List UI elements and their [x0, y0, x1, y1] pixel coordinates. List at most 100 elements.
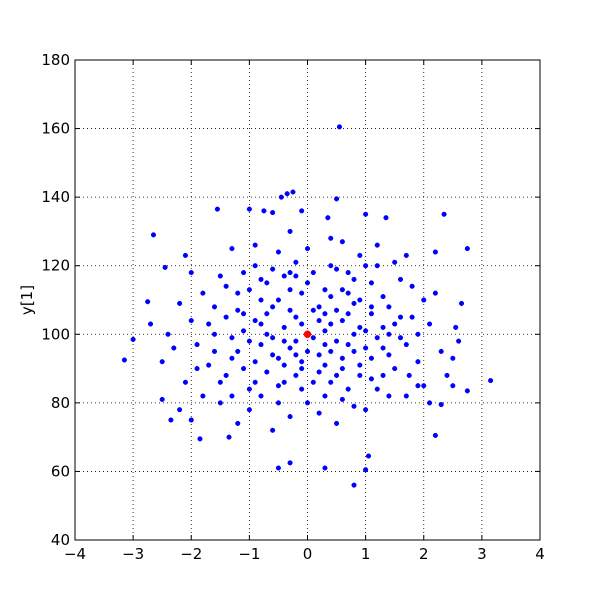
x-tick-label: −1 — [238, 545, 260, 563]
point — [322, 465, 328, 471]
point — [258, 321, 264, 327]
point — [368, 280, 374, 286]
point — [339, 287, 345, 293]
point — [334, 338, 340, 344]
point — [264, 369, 270, 375]
point — [421, 297, 427, 303]
point — [206, 362, 212, 368]
point — [334, 420, 340, 426]
point — [299, 386, 305, 392]
point — [464, 388, 470, 394]
point — [148, 321, 154, 327]
point — [432, 290, 438, 296]
point — [235, 420, 241, 426]
point — [368, 311, 374, 317]
point — [392, 321, 398, 327]
point — [290, 189, 296, 195]
point — [438, 348, 444, 354]
point — [165, 331, 171, 337]
point — [322, 393, 328, 399]
point — [270, 304, 276, 310]
point — [310, 379, 316, 385]
point — [275, 465, 281, 471]
point — [357, 372, 363, 378]
y-tick-label: 180 — [41, 51, 70, 69]
point — [270, 352, 276, 358]
point — [363, 345, 369, 351]
x-tick-label: −3 — [122, 545, 144, 563]
point — [368, 304, 374, 310]
point — [264, 280, 270, 286]
point — [252, 359, 258, 365]
point — [456, 338, 462, 344]
point — [287, 460, 293, 466]
x-tick-label: 0 — [303, 545, 313, 563]
point — [235, 307, 241, 313]
point — [464, 246, 470, 252]
point — [194, 342, 200, 348]
point — [374, 263, 380, 269]
point — [328, 348, 334, 354]
point — [397, 335, 404, 341]
point — [293, 338, 299, 344]
point — [339, 396, 345, 402]
point — [246, 338, 252, 344]
point — [368, 376, 374, 382]
point — [287, 287, 293, 293]
point — [322, 328, 328, 334]
y-tick-label: 100 — [41, 325, 70, 343]
point — [206, 321, 212, 327]
point — [241, 311, 247, 317]
point — [246, 407, 252, 413]
point — [328, 263, 334, 269]
point — [441, 211, 447, 217]
point — [235, 290, 241, 296]
point — [322, 287, 328, 293]
point — [386, 304, 392, 310]
point — [229, 246, 235, 252]
y-tick-label: 80 — [51, 394, 70, 412]
point — [334, 372, 340, 378]
point — [241, 270, 247, 276]
point — [200, 393, 206, 399]
point — [316, 304, 322, 310]
point — [284, 191, 290, 197]
point — [235, 348, 241, 354]
point — [322, 362, 328, 368]
point — [182, 252, 188, 258]
plot-frame — [74, 59, 541, 541]
point — [357, 252, 363, 258]
point — [261, 208, 267, 214]
point — [334, 266, 340, 272]
point — [397, 276, 404, 282]
point — [211, 348, 218, 354]
point — [121, 357, 127, 363]
point — [287, 345, 293, 351]
point — [450, 383, 456, 389]
point — [432, 249, 438, 255]
point — [432, 432, 438, 438]
point — [171, 345, 177, 351]
y-tick-label: 140 — [41, 188, 70, 206]
point — [444, 372, 450, 378]
point — [304, 246, 311, 252]
point — [345, 270, 351, 276]
x-tick-label: −2 — [180, 545, 202, 563]
y-tick-label: 40 — [51, 531, 70, 549]
point — [380, 324, 386, 330]
point — [363, 467, 369, 473]
point — [415, 331, 421, 337]
point — [293, 372, 299, 378]
point — [275, 249, 281, 255]
point — [357, 324, 363, 330]
point — [368, 355, 374, 361]
point — [299, 366, 305, 372]
point — [293, 352, 299, 358]
point — [281, 338, 287, 344]
point — [322, 342, 328, 348]
point — [374, 242, 380, 248]
point — [304, 348, 311, 354]
point — [328, 235, 334, 241]
point — [351, 482, 357, 488]
point — [365, 453, 372, 459]
